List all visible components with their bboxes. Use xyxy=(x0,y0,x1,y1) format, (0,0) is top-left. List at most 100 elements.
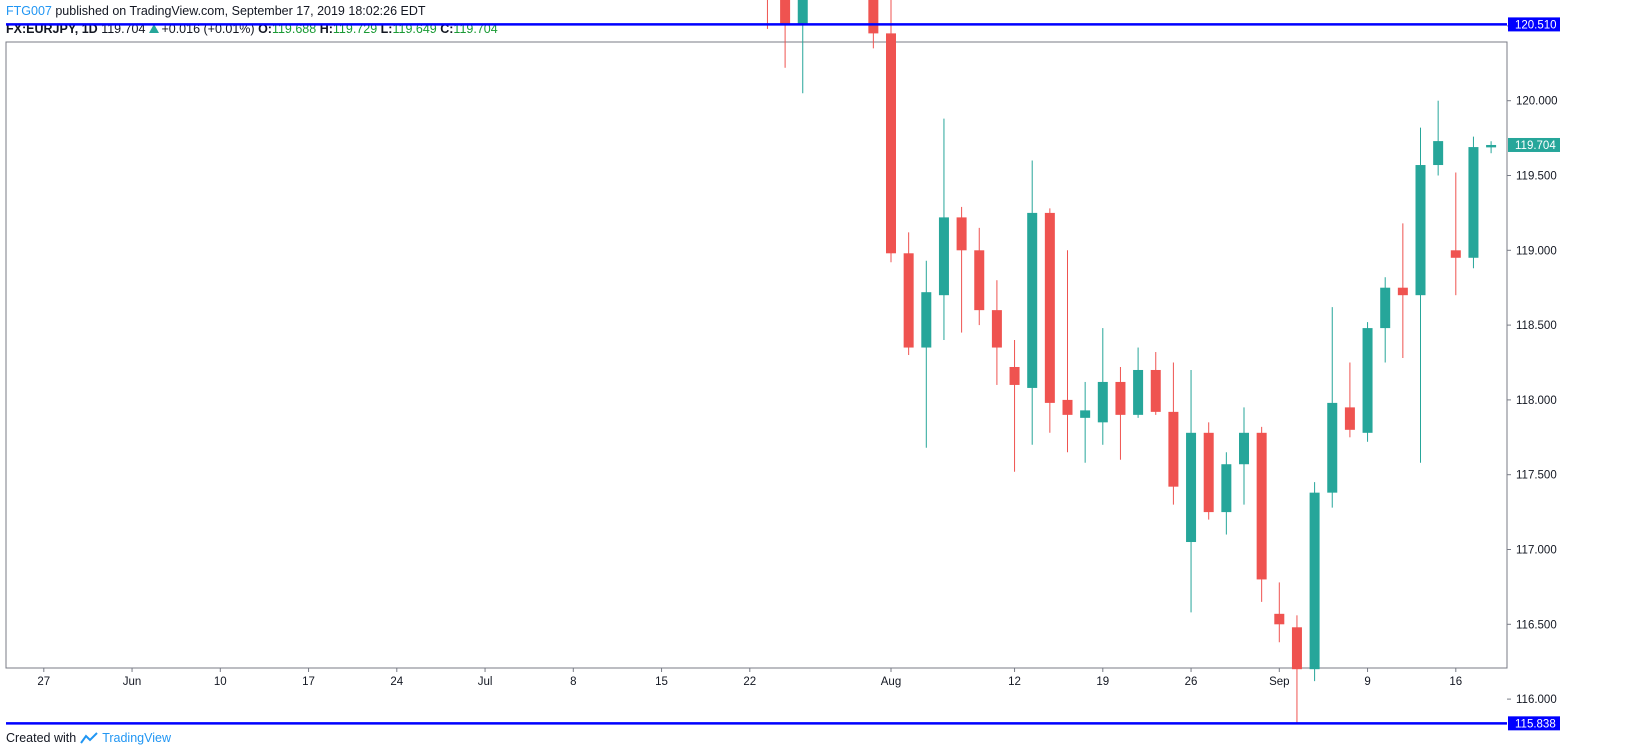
candle-body xyxy=(1150,369,1161,412)
candle xyxy=(1344,362,1355,438)
last-price-tag xyxy=(1508,137,1560,152)
price-tags: 120.510 115.838 119.704 xyxy=(1508,17,1560,731)
candle xyxy=(903,232,914,356)
tradingview-logo-icon[interactable] xyxy=(80,732,98,744)
publish-info: FTG007 published on TradingView.com, Sep… xyxy=(6,4,426,18)
candle-body xyxy=(1309,492,1320,670)
candle-body xyxy=(1044,212,1055,403)
y-tick-label: 120.000 xyxy=(1516,96,1558,108)
candle xyxy=(1186,369,1197,613)
candle xyxy=(1274,582,1285,643)
level-price-tag xyxy=(1508,17,1560,32)
created-with-text: Created with xyxy=(6,731,77,745)
last-price-tag-label: 119.704 xyxy=(1515,140,1556,152)
candle-body xyxy=(903,253,914,348)
level-price-tag xyxy=(1508,716,1560,731)
candle-body xyxy=(938,217,949,296)
candle xyxy=(1044,208,1055,433)
footer: Created with TradingView xyxy=(6,731,171,745)
x-tick-label: 10 xyxy=(214,676,227,688)
candle-body xyxy=(921,292,932,348)
candle xyxy=(1080,381,1091,463)
candle xyxy=(1256,426,1267,602)
candle xyxy=(1221,452,1232,535)
x-tick-label: Sep xyxy=(1269,676,1289,688)
candle xyxy=(1203,422,1214,520)
x-tick-label: 17 xyxy=(302,676,315,688)
candle-body xyxy=(1450,250,1461,258)
candle-body xyxy=(1327,402,1338,493)
candle xyxy=(1062,250,1073,453)
level-price-tag-label: 115.838 xyxy=(1515,718,1556,730)
candle xyxy=(1027,160,1038,445)
candle-body xyxy=(1009,366,1020,385)
level-price-tag-label: 120.510 xyxy=(1515,19,1557,31)
x-tick-label: Aug xyxy=(881,676,901,688)
y-tick-label: 118.000 xyxy=(1516,395,1557,407)
y-tick-label: 117.500 xyxy=(1516,470,1557,482)
candle xyxy=(1397,223,1408,359)
candle xyxy=(1150,352,1161,415)
candle xyxy=(1486,141,1497,154)
y-tick-label: 116.500 xyxy=(1516,619,1557,631)
candle xyxy=(956,206,967,333)
x-tick-label: 24 xyxy=(390,676,403,688)
time-axis[interactable]: 27 Jun 10 17 24 Jul 8 15 22 Aug 12 19 26 Sep 9 16 xyxy=(37,668,1462,688)
candle-body xyxy=(1344,407,1355,430)
y-tick-label: 119.000 xyxy=(1516,245,1557,257)
candle-body xyxy=(1168,411,1179,487)
candle-body xyxy=(780,0,791,25)
candle-body xyxy=(1256,432,1267,580)
candle-body xyxy=(1080,410,1091,418)
x-tick-label: 9 xyxy=(1364,676,1370,688)
x-tick-label: 12 xyxy=(1008,676,1021,688)
candle-body xyxy=(1415,165,1426,296)
candle-body xyxy=(1221,464,1232,513)
price-axis[interactable]: 115.500116.000116.500117.000117.500118.0… xyxy=(1507,0,1558,755)
published-text: published on TradingView.com, September … xyxy=(55,4,426,18)
candle-body xyxy=(1468,147,1479,258)
candle-body xyxy=(1239,432,1249,465)
candle xyxy=(797,0,808,94)
candle xyxy=(1433,100,1444,176)
low-label: L: xyxy=(380,22,393,36)
candles-layer xyxy=(766,0,1497,724)
candle xyxy=(1097,328,1108,445)
candle-body xyxy=(1397,287,1408,296)
candle xyxy=(1133,347,1144,418)
x-tick-label: Jul xyxy=(478,676,493,688)
candle xyxy=(780,0,791,68)
candle xyxy=(991,280,1002,385)
candle-body xyxy=(1027,212,1038,388)
x-tick-label: 26 xyxy=(1185,676,1198,688)
candle-body xyxy=(797,0,808,25)
candle xyxy=(868,0,879,49)
candle xyxy=(1450,172,1461,296)
author-link[interactable]: FTG007 xyxy=(6,4,52,18)
candle-body xyxy=(1362,328,1373,433)
candle-body xyxy=(1186,432,1197,543)
candle-body xyxy=(868,0,879,34)
candle-body xyxy=(1133,369,1144,415)
candle-body xyxy=(1380,287,1391,329)
up-arrow-icon xyxy=(149,24,160,33)
candle xyxy=(921,260,932,448)
candle-body xyxy=(1486,144,1497,148)
x-tick-label: 8 xyxy=(570,676,576,688)
x-tick-label: 15 xyxy=(655,676,668,688)
tradingview-link[interactable]: TradingView xyxy=(102,731,171,745)
candle-body xyxy=(991,310,1002,348)
horizontal-levels[interactable] xyxy=(6,23,1507,725)
candle xyxy=(1239,407,1249,505)
candle xyxy=(1380,277,1391,363)
candle-body xyxy=(956,217,967,251)
candle xyxy=(1468,136,1479,269)
plot-border xyxy=(5,41,1508,669)
candle xyxy=(1168,362,1179,505)
x-tick-label: 19 xyxy=(1096,676,1109,688)
candle-body xyxy=(1433,141,1444,166)
candle-body xyxy=(974,250,985,311)
candle xyxy=(1362,322,1373,442)
candle xyxy=(1327,307,1338,508)
